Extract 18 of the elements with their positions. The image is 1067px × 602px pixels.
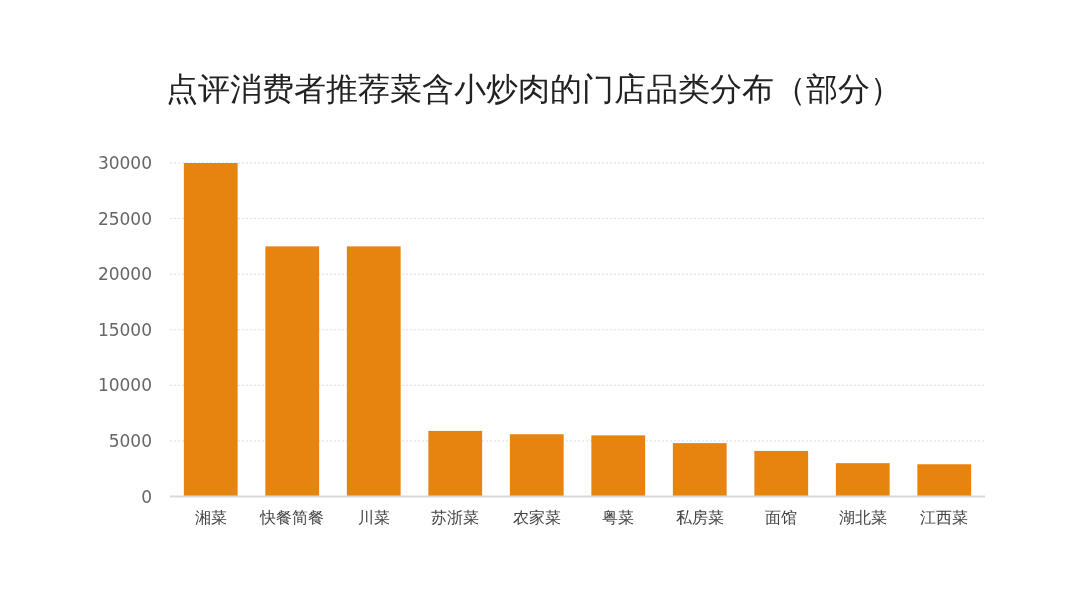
x-tick-label: 苏浙菜 — [431, 508, 480, 527]
y-tick-label: 20000 — [97, 264, 152, 285]
x-tick-label: 面馆 — [765, 508, 798, 527]
title: 点评消费者推荐菜含小炒肉的门店品类分布（部分） — [165, 70, 902, 108]
x-tick-label: 江西菜 — [920, 508, 969, 527]
x-tick-label: 粤菜 — [602, 508, 635, 527]
x-tick-label: 湘菜 — [194, 508, 227, 527]
x-tick-label: 农家菜 — [512, 508, 561, 527]
y-tick-label: 5000 — [108, 430, 152, 451]
y-tick-label: 10000 — [97, 375, 152, 396]
y-tick-label: 15000 — [97, 319, 152, 340]
y-tick-label: 25000 — [97, 208, 152, 229]
x-tick-label: 私房菜 — [675, 508, 724, 527]
x-tick-label: 川菜 — [357, 508, 390, 527]
y-tick-label: 0 — [141, 486, 152, 507]
x-tick-label: 湖北菜 — [838, 508, 887, 527]
x-tick-label: 快餐简餐 — [259, 508, 325, 527]
y-tick-label: 30000 — [97, 153, 152, 173]
